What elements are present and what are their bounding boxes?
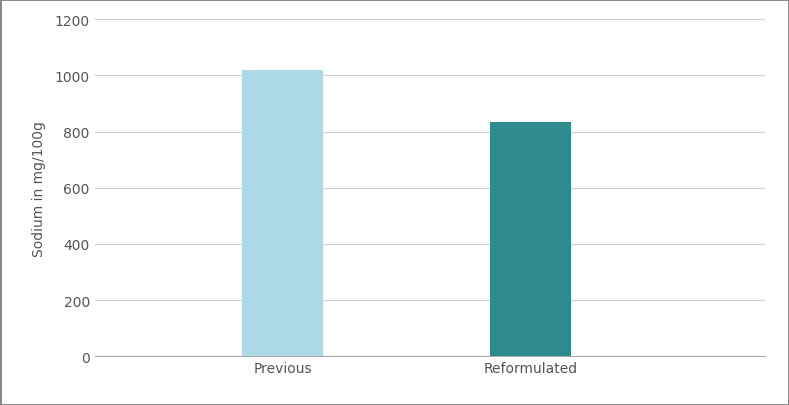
Bar [491, 123, 570, 356]
Bar [242, 71, 323, 356]
Y-axis label: Sodium in mg/100g: Sodium in mg/100g [32, 121, 47, 256]
